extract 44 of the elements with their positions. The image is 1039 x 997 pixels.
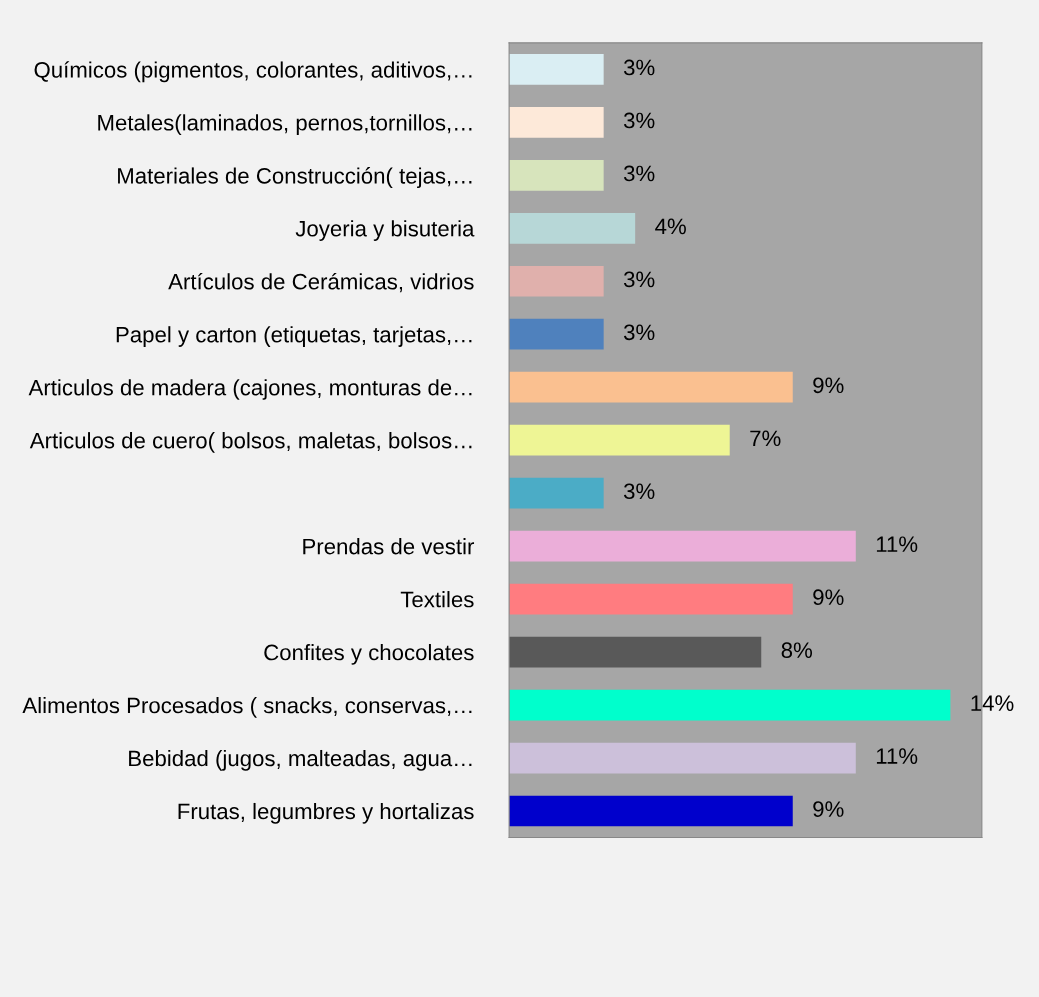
- data-label: 7%: [750, 430, 781, 447]
- bar: [509, 742, 856, 774]
- y-tick-label: Articulos de madera (cajones, monturas de…: [28, 379, 472, 400]
- data-label: 9%: [813, 377, 844, 394]
- bar: [509, 318, 604, 350]
- y-tick-label: Joyeria y bisuteria: [295, 220, 475, 241]
- data-label: 8%: [781, 642, 813, 659]
- y-tick-label: Bebidad (jugos, malteadas, agua…: [129, 749, 472, 771]
- data-label: 3%: [623, 324, 655, 341]
- y-tick-label: Metales(laminados, pernos,tornillos,…: [98, 114, 472, 135]
- y-tick-label: Papel y carton (etiquetas, tarjetas,…: [116, 326, 472, 347]
- data-label: 3%: [623, 483, 655, 500]
- y-tick-label: Frutas, legumbres y hortalizas: [178, 802, 474, 824]
- bar: [509, 106, 604, 138]
- bar: [509, 371, 793, 403]
- y-tick-label: Químicos (pigmentos, colorantes, aditivos,…: [34, 61, 472, 83]
- bar: [509, 424, 730, 456]
- bar: [509, 530, 856, 562]
- data-label: 3%: [623, 271, 655, 288]
- y-tick-label: Materiales de Construcción( tejas,…: [118, 167, 472, 189]
- bar: [509, 159, 604, 191]
- y-tick-label: Prendas de vestir: [303, 538, 475, 555]
- bar: [509, 795, 793, 827]
- bar: [509, 54, 604, 85]
- bar: [509, 477, 604, 509]
- data-label: 11%: [876, 748, 918, 764]
- data-label: 4%: [655, 218, 686, 235]
- bar: [509, 212, 636, 244]
- data-label: 9%: [813, 589, 844, 606]
- data-label: 3%: [623, 112, 655, 129]
- y-tick-label: Confites y chocolates: [264, 644, 474, 665]
- bar: [509, 265, 604, 297]
- y-tick-label: Alimentos Procesados ( snacks, conservas,…: [22, 696, 472, 718]
- bar: [509, 636, 762, 668]
- data-label: 3%: [623, 59, 655, 76]
- y-tick-label: Textiles: [400, 591, 474, 608]
- data-label: 11%: [876, 536, 918, 552]
- data-label: 9%: [813, 801, 844, 817]
- y-tick-label: Articulos de cuero( bolsos, maletas, bolsos…: [29, 432, 472, 453]
- y-tick-label: Artículos de Cerámicas, vidrios: [168, 272, 474, 293]
- bar: [509, 689, 951, 721]
- data-label: 14%: [971, 695, 1014, 711]
- data-label: 3%: [623, 165, 655, 182]
- bar: [509, 583, 793, 615]
